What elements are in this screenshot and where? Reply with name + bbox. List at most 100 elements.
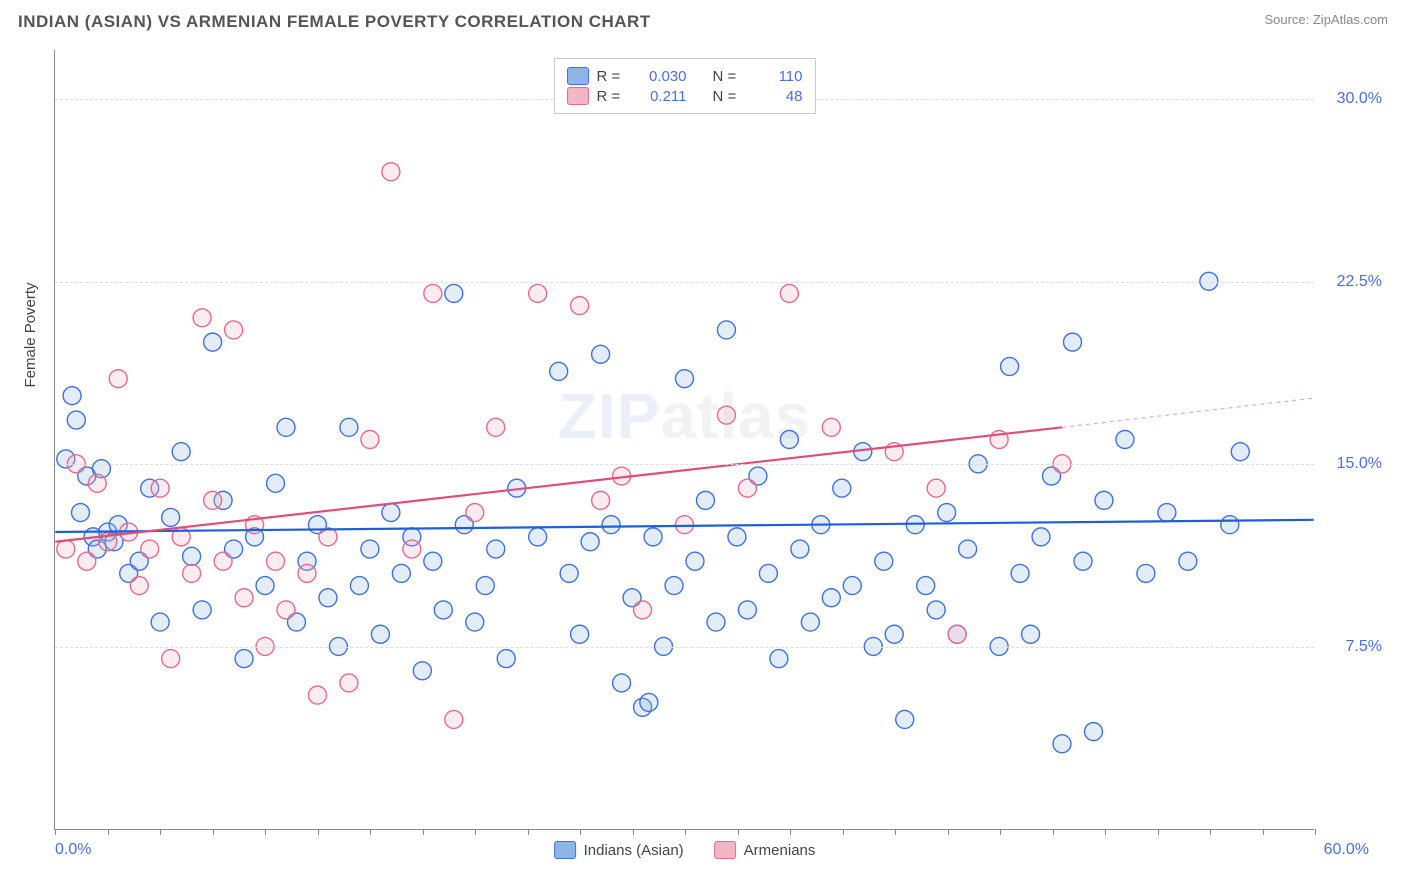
y-tick-label: 30.0% — [1337, 90, 1382, 108]
data-point-indians — [392, 564, 410, 582]
data-point-indians — [413, 662, 431, 680]
legend-swatch-icon — [554, 841, 576, 859]
data-point-indians — [1032, 528, 1050, 546]
data-point-armenians — [424, 284, 442, 302]
x-tick-label: 0.0% — [55, 841, 91, 859]
data-point-armenians — [780, 284, 798, 302]
data-point-armenians — [225, 321, 243, 339]
data-point-indians — [1064, 333, 1082, 351]
data-point-indians — [644, 528, 662, 546]
legend-row-indians: R =0.030N =110 — [567, 67, 803, 85]
trend-line-extend-armenians — [1062, 398, 1314, 427]
legend-r-value: 0.030 — [635, 68, 687, 85]
data-point-indians — [560, 564, 578, 582]
x-tick — [843, 829, 844, 835]
gridline — [55, 282, 1314, 283]
x-tick — [318, 829, 319, 835]
data-point-armenians — [738, 479, 756, 497]
data-point-armenians — [487, 418, 505, 436]
x-tick — [633, 829, 634, 835]
data-point-indians — [1179, 552, 1197, 570]
data-point-indians — [1001, 357, 1019, 375]
y-axis-label: Female Poverty — [22, 282, 39, 387]
data-point-indians — [1053, 735, 1071, 753]
legend-r-label: R = — [597, 68, 627, 85]
data-point-indians — [63, 387, 81, 405]
data-point-armenians — [445, 710, 463, 728]
data-point-indians — [1158, 504, 1176, 522]
data-point-armenians — [298, 564, 316, 582]
data-point-indians — [371, 625, 389, 643]
data-point-armenians — [676, 516, 694, 534]
y-tick-label: 7.5% — [1346, 638, 1382, 656]
data-point-armenians — [308, 686, 326, 704]
x-tick — [160, 829, 161, 835]
data-point-armenians — [822, 418, 840, 436]
data-point-armenians — [88, 474, 106, 492]
data-point-indians — [1231, 443, 1249, 461]
data-point-armenians — [319, 528, 337, 546]
series-legend-label: Indians (Asian) — [584, 842, 684, 859]
data-point-indians — [1137, 564, 1155, 582]
data-point-armenians — [193, 309, 211, 327]
series-legend-item-indians: Indians (Asian) — [554, 841, 684, 859]
y-tick-label: 15.0% — [1337, 455, 1382, 473]
x-tick — [475, 829, 476, 835]
data-point-armenians — [141, 540, 159, 558]
data-point-armenians — [267, 552, 285, 570]
data-point-indians — [728, 528, 746, 546]
data-point-armenians — [592, 491, 610, 509]
data-point-indians — [686, 552, 704, 570]
x-tick — [370, 829, 371, 835]
data-point-indians — [581, 533, 599, 551]
data-point-indians — [602, 516, 620, 534]
series-legend-item-armenians: Armenians — [714, 841, 816, 859]
data-point-armenians — [340, 674, 358, 692]
data-point-indians — [770, 650, 788, 668]
x-tick — [55, 829, 56, 835]
data-point-indians — [277, 418, 295, 436]
data-point-armenians — [214, 552, 232, 570]
data-point-armenians — [403, 540, 421, 558]
gridline — [55, 464, 1314, 465]
legend-r-label: R = — [597, 88, 627, 105]
data-point-indians — [791, 540, 809, 558]
data-point-indians — [801, 613, 819, 631]
plot-area: ZIPatlas R =0.030N =110R =0.211N =48 Ind… — [54, 50, 1314, 830]
x-tick — [685, 829, 686, 835]
legend-n-value: 48 — [751, 88, 803, 105]
data-point-indians — [1084, 723, 1102, 741]
x-tick — [948, 829, 949, 835]
data-point-indians — [204, 333, 222, 351]
legend-swatch-icon — [567, 67, 589, 85]
data-point-indians — [592, 345, 610, 363]
data-point-indians — [476, 577, 494, 595]
data-point-indians — [340, 418, 358, 436]
data-point-indians — [361, 540, 379, 558]
data-point-indians — [183, 547, 201, 565]
data-point-indians — [707, 613, 725, 631]
x-tick — [1000, 829, 1001, 835]
legend-n-label: N = — [713, 88, 743, 105]
data-point-indians — [235, 650, 253, 668]
chart-title: INDIAN (ASIAN) VS ARMENIAN FEMALE POVERT… — [18, 12, 651, 32]
x-tick — [265, 829, 266, 835]
legend-swatch-icon — [714, 841, 736, 859]
header: INDIAN (ASIAN) VS ARMENIAN FEMALE POVERT… — [0, 0, 1406, 38]
data-point-indians — [665, 577, 683, 595]
data-point-armenians — [361, 431, 379, 449]
data-point-indians — [1095, 491, 1113, 509]
data-point-indians — [759, 564, 777, 582]
data-point-indians — [497, 650, 515, 668]
data-point-indians — [67, 411, 85, 429]
legend-swatch-icon — [567, 87, 589, 105]
x-tick — [1158, 829, 1159, 835]
data-point-indians — [738, 601, 756, 619]
data-point-armenians — [78, 552, 96, 570]
x-tick — [1105, 829, 1106, 835]
data-point-indians — [1221, 516, 1239, 534]
x-tick — [738, 829, 739, 835]
data-point-armenians — [382, 163, 400, 181]
data-point-indians — [833, 479, 851, 497]
data-point-indians — [613, 674, 631, 692]
